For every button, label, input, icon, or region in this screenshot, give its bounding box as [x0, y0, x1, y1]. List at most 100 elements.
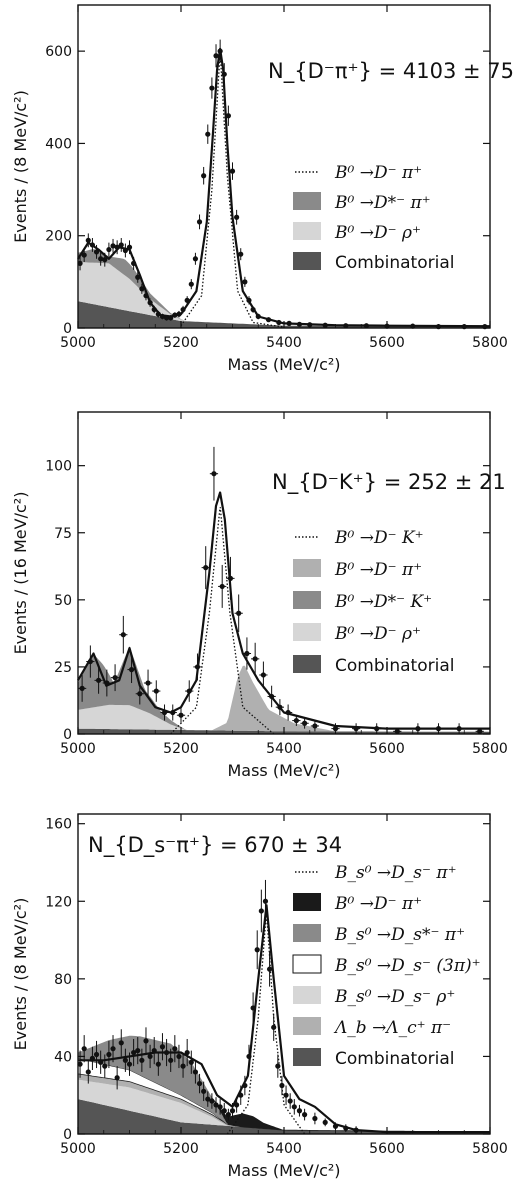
data-point: [126, 1052, 133, 1076]
data-point: [78, 674, 87, 702]
legend-label: B_s⁰ →D_s⁻ π⁺: [334, 863, 457, 883]
data-point: [172, 1035, 178, 1063]
data-point: [106, 242, 112, 257]
data-point: [159, 313, 166, 320]
data-point: [185, 680, 194, 702]
data-point: [176, 707, 186, 724]
signal-dotted-curve: [226, 911, 306, 1135]
data-point: [85, 1060, 91, 1084]
data-point: [168, 1048, 174, 1072]
data-point: [217, 39, 223, 63]
data-point: [302, 1108, 308, 1121]
component-rho: [78, 1079, 490, 1133]
data-point: [262, 879, 269, 923]
x-tick-label: 5800: [472, 741, 508, 757]
data-point: [172, 312, 178, 318]
data-point: [147, 298, 153, 307]
y-tick-label: 25: [54, 660, 72, 676]
x-tick-label: 5600: [369, 1141, 405, 1157]
data-point: [226, 556, 235, 600]
legend-swatch: [293, 252, 321, 270]
data-point: [434, 723, 443, 734]
y-axis-label: Events / (16 MeV/c²): [11, 492, 30, 655]
data-point: [276, 319, 282, 326]
data-point: [81, 1035, 87, 1063]
legend: B_s⁰ →D_s⁻ π⁺ B⁰ →D⁻ π⁺ B_s⁰ →D_s*⁻ π⁺ B_s⁰…: [292, 863, 481, 1069]
signal-dotted-curve: [180, 53, 285, 328]
data-point: [201, 166, 207, 185]
x-axis-label: Mass (MeV/c²): [227, 355, 340, 374]
data-point: [176, 310, 182, 318]
legend-label: B⁰ →D⁻ ρ⁺: [334, 624, 421, 644]
data-point: [81, 248, 87, 263]
data-point: [85, 233, 91, 248]
data-point: [106, 1040, 112, 1069]
data-point: [114, 1066, 120, 1090]
data-point: [343, 323, 349, 329]
data-point: [265, 317, 272, 323]
data-point: [255, 313, 261, 320]
data-point: [218, 564, 227, 608]
x-tick-label: 5200: [163, 741, 199, 757]
x-tick-label: 5200: [163, 335, 199, 351]
data-point: [86, 645, 95, 678]
data-point: [242, 637, 252, 670]
x-tick-label: 5000: [60, 335, 96, 351]
data-point: [122, 243, 128, 258]
data-point: [300, 717, 309, 729]
data-point: [180, 305, 186, 314]
legend-swatch: [293, 986, 321, 1004]
data-point: [118, 238, 124, 252]
data-point: [246, 296, 252, 305]
data-point: [98, 251, 104, 266]
data-point: [284, 704, 293, 721]
legend-label: B⁰ →D⁻ K⁺: [334, 528, 424, 548]
component-combinatorial: [78, 1099, 490, 1134]
data-point: [188, 279, 194, 290]
data-point: [168, 704, 177, 721]
data-point: [393, 728, 402, 734]
data-point: [131, 256, 137, 270]
data-point: [279, 1075, 285, 1096]
x-axis-label: Mass (MeV/c²): [227, 761, 340, 780]
y-tick-label: 0: [63, 1127, 72, 1143]
legend-swatch: [293, 591, 321, 609]
data-point: [291, 1099, 297, 1115]
data-point: [77, 256, 83, 271]
legend-label: B⁰ →D*⁻ K⁺: [334, 592, 432, 612]
data-point: [275, 1054, 281, 1078]
data-point: [271, 1013, 277, 1041]
data-point: [234, 1097, 240, 1113]
y-tick-label: 100: [45, 459, 72, 475]
legend-swatch: [293, 893, 321, 911]
legend-swatch: [293, 192, 321, 210]
data-point: [209, 446, 219, 501]
yield-label: N_{D⁻K⁺} = 252 ± 21: [272, 470, 506, 495]
data-point: [160, 704, 169, 721]
yield-label: N_{D⁻π⁺} = 4103 ± 75: [268, 59, 514, 84]
data-point: [267, 685, 276, 708]
data-point: [209, 77, 215, 99]
y-axis-label: Events / (8 MeV/c²): [11, 898, 30, 1051]
data-point: [225, 1108, 231, 1121]
x-tick-label: 5400: [266, 1141, 302, 1157]
data-point: [196, 1073, 203, 1094]
data-point: [287, 1093, 293, 1109]
data-point: [119, 615, 128, 654]
y-axis-label: Events / (8 MeV/c²): [11, 90, 30, 243]
data-point: [135, 271, 141, 283]
y-tick-label: 120: [45, 894, 72, 910]
data-point: [353, 1126, 359, 1134]
data-point: [229, 162, 236, 180]
data-point: [102, 1054, 108, 1078]
data-point: [94, 666, 103, 694]
data-point: [201, 546, 210, 590]
data-point: [180, 1054, 186, 1078]
data-point: [168, 315, 174, 321]
data-point: [251, 642, 260, 675]
data-point: [238, 1085, 244, 1105]
data-point: [135, 1037, 141, 1065]
data-point: [176, 1044, 182, 1069]
data-point: [312, 1112, 318, 1125]
